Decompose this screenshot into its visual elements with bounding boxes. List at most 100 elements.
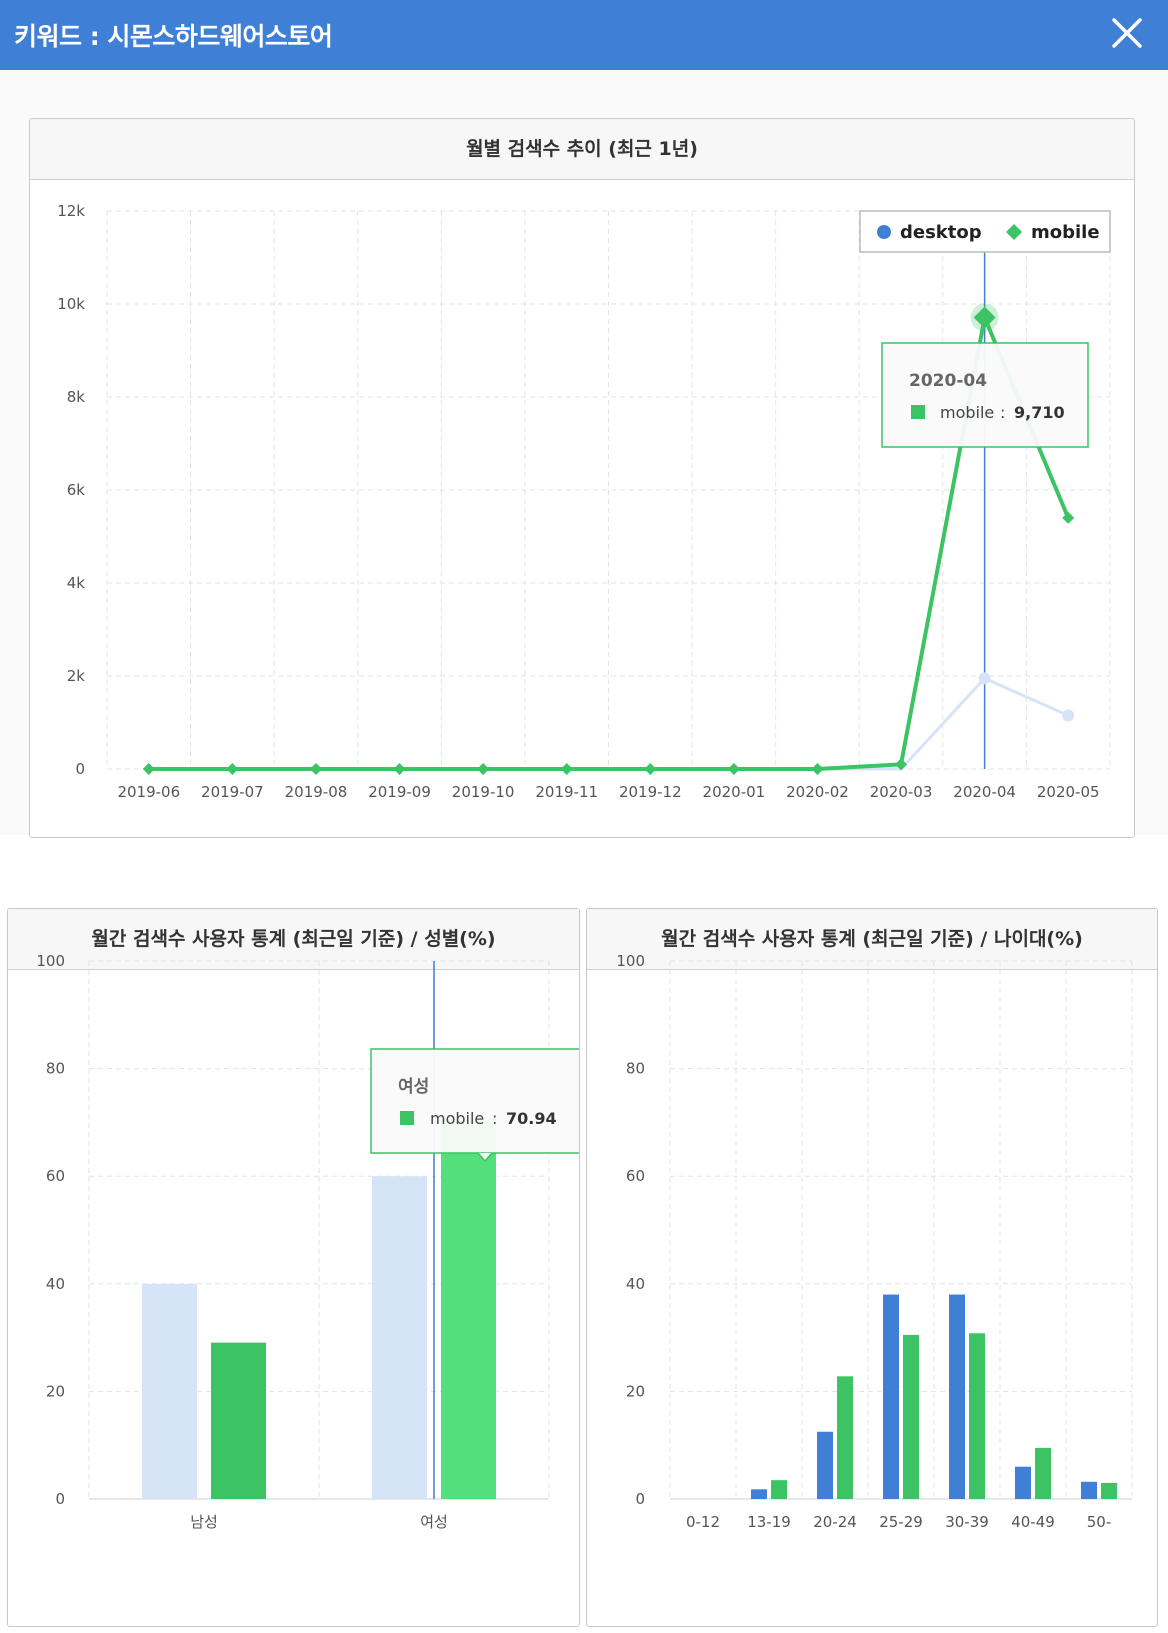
data-point-mobile [727,763,740,775]
gender-stats-title: 월간 검색수 사용자 통계 (최근일 기준) / 성별(%) [8,909,579,970]
x-tick-label: 2020-01 [703,783,766,801]
y-tick-label: 2k [67,667,86,685]
chart-bars [751,1294,1117,1499]
tooltip-separator: : [1000,403,1005,422]
y-tick-label: 10k [57,295,85,313]
chart-series [142,303,1075,775]
bar-mobile [969,1333,985,1499]
y-tick-label: 4k [67,574,86,592]
x-tick-label: 2020-04 [953,783,1016,801]
age-stats-chart[interactable]: 0 20 40 60 80 100 0-12 13-19 20-24 25-29 30-39 40-… [587,909,1158,1627]
y-tick-label: 6k [67,481,86,499]
legend-box [859,210,1111,253]
y-tick-label: 80 [46,1060,65,1078]
data-point-desktop [1062,709,1075,722]
y-tick-label: 0 [55,1490,65,1508]
bar-desktop [817,1431,833,1499]
bar-desktop [372,1176,427,1499]
x-axis-ticks: 0-12 13-19 20-24 25-29 30-39 40-49 50- [686,1513,1111,1531]
y-tick-label: 80 [626,1060,645,1078]
x-tick-label: 0-12 [686,1513,720,1531]
x-tick-label: 20-24 [813,1513,857,1531]
chart-grid [106,210,1111,770]
bar-mobile [1101,1482,1117,1499]
chart-grid [669,960,1133,1500]
x-tick-label: 2020-05 [1037,783,1100,801]
data-point-mobile [1062,511,1075,524]
bar-desktop [949,1294,965,1499]
gender-stats-panel: 월간 검색수 사용자 통계 (최근일 기준) / 성별(%) 0 20 40 60 80… [7,908,580,1627]
tooltip-title: 여성 [398,1077,429,1097]
monthly-trend-panel: 월별 검색수 추이 (최근 1년) 0 2k 4k 6k 8k 10k 12k 2019-0… [29,118,1135,838]
x-tick-label: 여성 [420,1513,448,1531]
data-point-mobile [142,763,155,775]
bar-desktop [751,1489,767,1499]
y-tick-label: 20 [46,1382,65,1400]
chart-legend[interactable]: desktop mobile [859,210,1111,253]
x-axis-ticks: 2019-06 2019-07 2019-08 2019-09 2019-10 2019-… [117,783,1099,801]
bar-desktop [1081,1481,1097,1499]
monthly-trend-title: 월별 검색수 추이 (최근 1년) [30,119,1134,180]
tooltip-series-name: mobile [940,403,994,422]
age-stats-panel: 월간 검색수 사용자 통계 (최근일 기준) / 나이대(%) 0 20 40 60 8… [586,908,1158,1627]
chart-bars [142,1117,496,1499]
y-tick-label: 12k [57,202,85,220]
y-tick-label: 60 [626,1167,645,1185]
data-point-mobile [309,763,322,775]
y-tick-label: 40 [46,1275,65,1293]
tooltip-box [370,1048,579,1154]
tooltip-value: 9,710 [1014,403,1065,422]
x-tick-label: 40-49 [1011,1513,1055,1531]
bar-mobile [903,1334,919,1499]
x-tick-label: 2019-08 [285,783,348,801]
x-tick-label: 2019-07 [201,783,264,801]
x-tick-label: 13-19 [747,1513,791,1531]
y-tick-label: 0 [635,1490,645,1508]
legend-mobile-marker [1006,224,1022,240]
data-point-mobile [560,763,573,775]
keyword-title: 키워드 : 시몬스하드웨어스토어 [14,22,333,51]
tooltip-series-swatch [911,405,925,419]
y-tick-label: 100 [616,952,645,970]
x-tick-label: 30-39 [945,1513,989,1531]
bar-desktop [1015,1466,1031,1499]
y-tick-label: 60 [46,1167,65,1185]
y-tick-label: 0 [75,760,85,778]
x-tick-label: 2019-11 [535,783,598,801]
legend-desktop-label: desktop [900,222,982,243]
tooltip-series-name: mobile [430,1109,484,1128]
bar-mobile [837,1376,853,1499]
data-point-mobile [811,763,824,775]
y-axis-ticks: 0 2k 4k 6k 8k 10k 12k [57,202,85,778]
bar-mobile [211,1342,266,1499]
x-tick-label: 2020-03 [870,783,933,801]
x-axis-ticks: 남성 여성 [190,1513,448,1531]
legend-desktop-marker [877,225,891,239]
x-tick-label: 25-29 [879,1513,923,1531]
close-icon [1112,18,1142,48]
y-tick-label: 100 [36,952,65,970]
data-point-mobile [393,763,406,775]
y-tick-label: 40 [626,1275,645,1293]
data-point-mobile [973,306,996,329]
bar-desktop [883,1294,899,1499]
x-tick-label: 2019-09 [368,783,431,801]
close-button[interactable] [1102,8,1152,58]
modal-header: 키워드 : 시몬스하드웨어스토어 [0,0,1168,70]
series-line-mobile [148,315,1071,771]
data-point-mobile [477,763,490,775]
tooltip-separator: : [492,1109,497,1128]
age-stats-title: 월간 검색수 사용자 통계 (최근일 기준) / 나이대(%) [587,909,1157,970]
bar-mobile [771,1480,787,1499]
x-tick-label: 남성 [190,1513,218,1531]
x-tick-label: 2019-12 [619,783,682,801]
data-point-mobile [644,763,657,775]
data-point-mobile [895,758,908,771]
data-point-mobile [226,763,239,775]
y-axis-ticks: 0 20 40 60 80 100 [36,952,65,1508]
bar-mobile [1035,1447,1051,1499]
chart-tooltip: 2020-04 mobile : 9,710 [881,342,1089,448]
gender-stats-chart[interactable]: 0 20 40 60 80 100 남성 여성 여성 mobile : 70.94 [8,909,580,1627]
bar-desktop [142,1283,197,1499]
